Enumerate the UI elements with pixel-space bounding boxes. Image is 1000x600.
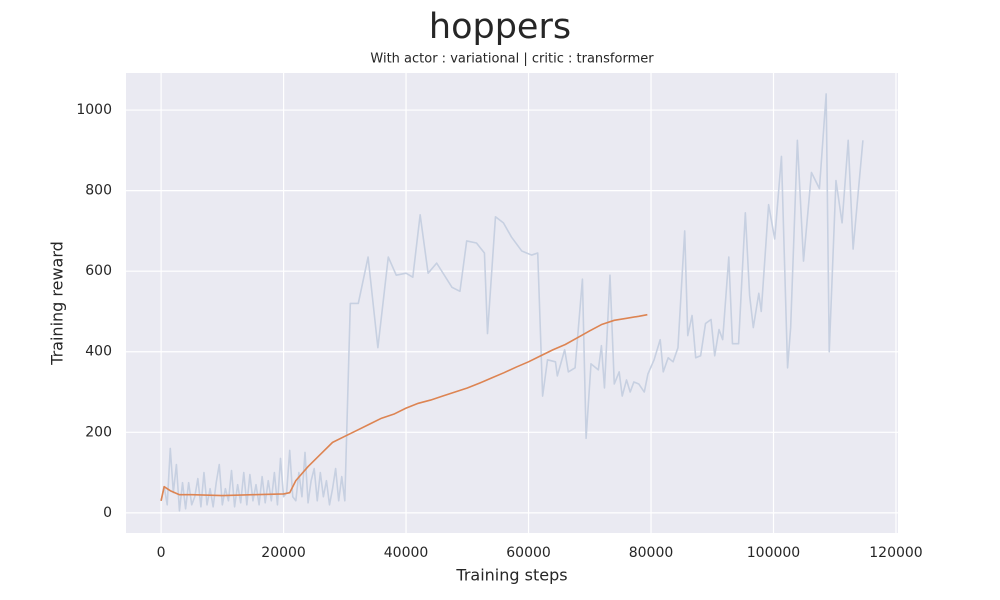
x-tick-label: 0 — [157, 545, 166, 561]
x-tick-label: 60000 — [506, 545, 551, 561]
series-line — [160, 93, 864, 512]
y-tick-label: 400 — [85, 344, 112, 360]
y-tick-label: 200 — [85, 424, 112, 440]
series-line — [160, 313, 648, 501]
y-tick-label: 600 — [85, 263, 112, 279]
x-tick-label: 80000 — [629, 545, 674, 561]
x-tick-label: 120000 — [869, 545, 922, 561]
y-axis-label: Training reward — [48, 241, 67, 366]
x-axis-label: Training steps — [455, 566, 567, 585]
y-tick-label: 800 — [85, 183, 112, 199]
x-tick-label: 20000 — [261, 545, 306, 561]
x-tick-label: 40000 — [384, 545, 429, 561]
y-tick-label: 0 — [103, 505, 112, 521]
chart-title: hoppers — [429, 7, 571, 47]
chart-subtitle: With actor : variational | critic : tran… — [370, 52, 654, 67]
plot-area — [126, 73, 898, 533]
y-tick-label: 1000 — [76, 102, 112, 118]
x-tick-label: 100000 — [747, 545, 800, 561]
